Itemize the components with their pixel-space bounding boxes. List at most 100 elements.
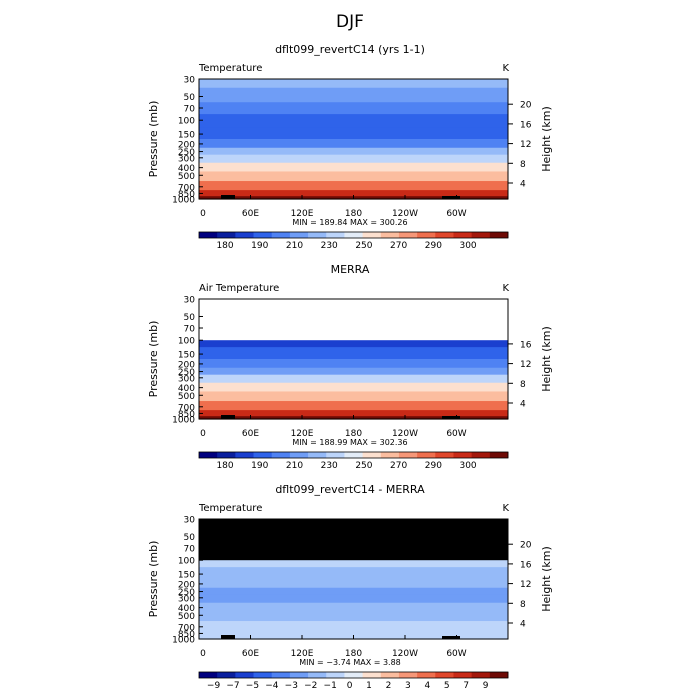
colorbar-label: 3	[405, 681, 411, 691]
contour-band	[199, 630, 508, 637]
contour-band	[199, 181, 508, 191]
right-tick-label: 16	[520, 560, 532, 570]
colorbar-swatch	[362, 232, 382, 238]
panel-title: MERRA	[331, 263, 370, 276]
colorbar-label: 270	[390, 241, 407, 251]
colorbar-swatch	[217, 452, 236, 458]
variable-label: Temperature	[198, 503, 262, 514]
colorbar-swatch	[308, 452, 327, 458]
colorbar-label: 230	[321, 461, 338, 471]
panel-title: dflt099_revertC14 (yrs 1-1)	[275, 43, 425, 56]
colorbar-swatch	[289, 232, 309, 238]
y-tick-label: 700	[178, 623, 195, 633]
panel-title: dflt099_revertC14 - MERRA	[275, 483, 425, 496]
x-tick-label: 60W	[446, 429, 466, 439]
contour-band	[199, 382, 508, 393]
min-max-label: MIN = −3.74 MAX = 3.88	[299, 658, 401, 667]
colorbar-label: 1	[366, 681, 372, 691]
contour-band	[199, 391, 508, 402]
y-tick-label: 100	[178, 337, 195, 347]
colorbar-label: 290	[425, 241, 442, 251]
colorbar-swatch	[289, 672, 309, 678]
topography	[442, 636, 460, 639]
colorbar-swatch	[326, 452, 345, 458]
colorbar-swatch	[326, 232, 345, 238]
colorbar-swatch	[235, 452, 254, 458]
colorbar-label: 9	[483, 681, 489, 691]
masked-region	[199, 519, 508, 561]
colorbar-label: −1	[324, 681, 337, 691]
colorbar-swatch	[235, 232, 254, 238]
contour-band	[199, 79, 508, 89]
y-tick-label: 200	[178, 580, 195, 590]
colorbar-swatch	[199, 232, 218, 238]
right-tick-label: 8	[520, 380, 526, 390]
colorbar-swatch	[453, 452, 473, 458]
colorbar-swatch	[289, 452, 309, 458]
colorbar-swatch	[380, 452, 400, 458]
right-tick-label: 8	[520, 600, 526, 610]
min-max-label: MIN = 188.99 MAX = 302.36	[292, 438, 407, 447]
colorbar-label: 2	[386, 681, 392, 691]
contour-band	[199, 567, 508, 580]
topography	[442, 416, 460, 419]
y-tick-label: 100	[178, 557, 195, 567]
colorbar-swatch	[489, 452, 509, 458]
right-tick-label: 16	[520, 340, 532, 350]
y-axis-label: Pressure (mb)	[147, 101, 160, 178]
colorbar-swatch	[398, 452, 418, 458]
y-tick-label: 850	[178, 630, 195, 640]
y-axis-label: Pressure (mb)	[147, 541, 160, 618]
right-tick-label: 4	[520, 180, 526, 190]
colorbar-label: −2	[304, 681, 317, 691]
x-tick-label: 180	[345, 649, 362, 659]
contour-band	[199, 410, 508, 417]
colorbar-swatch	[471, 452, 491, 458]
y-tick-label: 300	[178, 154, 195, 164]
units-label: K	[502, 283, 509, 294]
y-tick-label: 30	[184, 76, 196, 86]
colorbar-label: 190	[251, 461, 268, 471]
colorbar-swatch	[235, 672, 254, 678]
contour-band	[199, 171, 508, 182]
colorbar-label: 250	[355, 461, 372, 471]
right-tick-label: 20	[520, 541, 532, 551]
topography	[442, 196, 460, 199]
colorbar-label: 270	[390, 461, 407, 471]
y-tick-label: 70	[184, 544, 196, 554]
colorbar-label: 230	[321, 241, 338, 251]
colorbar-swatch	[217, 672, 236, 678]
x-tick-label: 60E	[242, 649, 259, 659]
colorbar-label: 250	[355, 241, 372, 251]
y-tick-label: 50	[184, 533, 196, 543]
contour-band	[199, 190, 508, 197]
y-tick-label: 200	[178, 140, 195, 150]
y-tick-label: 150	[178, 131, 195, 141]
y-tick-label: 700	[178, 403, 195, 413]
contour-band	[199, 340, 508, 348]
y-tick-label: 400	[178, 164, 195, 174]
figure-title: DJF	[336, 12, 364, 32]
units-label: K	[502, 63, 509, 74]
right-tick-label: 12	[520, 360, 531, 370]
colorbar-swatch	[435, 232, 454, 238]
colorbar-swatch	[308, 672, 327, 678]
colorbar-swatch	[471, 232, 491, 238]
colorbar-label: 5	[444, 681, 450, 691]
contour-band	[199, 127, 508, 140]
colorbar-swatch	[271, 452, 291, 458]
colorbar-swatch	[271, 672, 291, 678]
colorbar-swatch	[253, 672, 273, 678]
y-axis-label: Pressure (mb)	[147, 321, 160, 398]
colorbar-label: 190	[251, 241, 268, 251]
y-tick-label: 700	[178, 183, 195, 193]
colorbar-swatch	[380, 672, 400, 678]
colorbar-label: 300	[459, 461, 476, 471]
y-tick-label: 400	[178, 604, 195, 614]
y-tick-label: 1000	[172, 416, 195, 426]
colorbar-swatch	[398, 672, 418, 678]
contour-band	[199, 602, 508, 613]
y-tick-label: 70	[184, 324, 196, 334]
